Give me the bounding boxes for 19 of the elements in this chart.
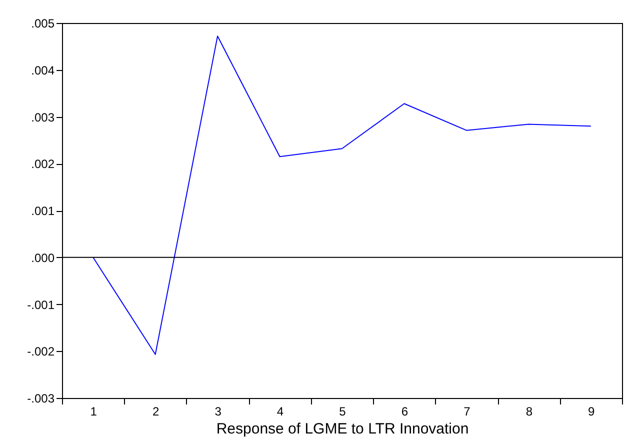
x-tick-label: 4 (276, 404, 284, 418)
y-tick-label: .005 (31, 16, 55, 30)
x-tick-label: 5 (339, 404, 346, 418)
x-tick-label: 9 (588, 404, 596, 418)
x-tick-label: 1 (90, 404, 98, 418)
y-tick-label: .002 (31, 157, 55, 172)
x-axis-title: Response of LGME to LTR Innovation (216, 420, 469, 438)
y-tick-label: -.001 (27, 298, 55, 312)
y-tick-label: .004 (31, 63, 55, 78)
y-tick-label: .001 (31, 204, 55, 218)
x-tick-label: 8 (526, 404, 533, 418)
x-tick-label: 7 (464, 404, 471, 418)
x-tick-label: 3 (214, 404, 222, 418)
y-tick-label: -.002 (27, 344, 55, 359)
y-tick-label: -.003 (27, 392, 55, 406)
x-tick-label: 2 (152, 404, 160, 418)
y-tick-label: .000 (31, 250, 55, 265)
y-tick-label: .003 (31, 110, 55, 124)
x-tick-label: 6 (401, 404, 408, 418)
